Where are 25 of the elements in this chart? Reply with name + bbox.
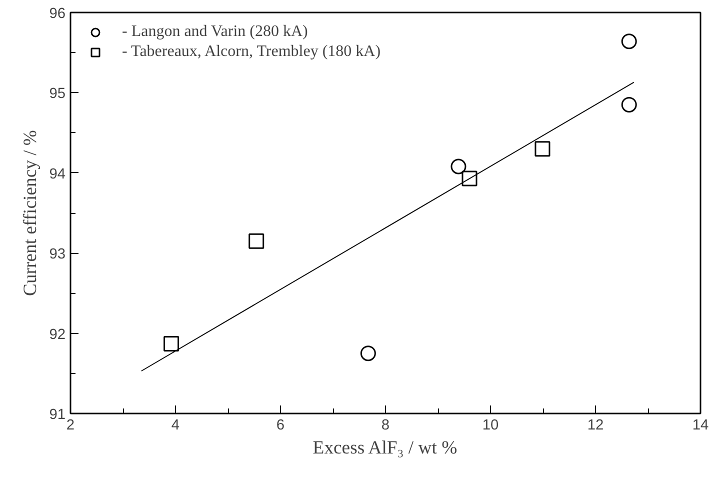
point	[248, 233, 264, 249]
y-tick-label: 95	[49, 86, 66, 102]
x-tick-label: 6	[276, 418, 285, 434]
y-tick-label: 94	[49, 166, 66, 182]
x-tick-label: 10	[482, 418, 499, 434]
point	[621, 34, 637, 50]
legend-label: - Tabereaux, Alcorn, Trembley (180 kA)	[122, 43, 381, 61]
point	[450, 158, 466, 174]
point	[462, 170, 478, 186]
x-tick-label: 4	[171, 418, 180, 434]
legend-label: - Langon and Varin (280 kA)	[122, 23, 308, 41]
point	[360, 346, 376, 362]
x-axis-title: Excess AlF₃ / wt %	[312, 438, 458, 458]
y-tick-label: 96	[49, 6, 66, 22]
y-tick-label: 91	[49, 407, 66, 423]
x-tick-label: 14	[692, 418, 709, 434]
point	[164, 336, 180, 352]
point	[534, 141, 550, 157]
x-tick-label: 2	[66, 418, 75, 434]
y-axis-title: Current efficiency / %	[20, 130, 42, 296]
point	[621, 96, 637, 112]
x-tick-label: 12	[587, 418, 604, 434]
x-tick-label: 8	[381, 418, 390, 434]
y-tick-label: 93	[49, 246, 66, 263]
y-tick-label: 92	[49, 326, 66, 343]
